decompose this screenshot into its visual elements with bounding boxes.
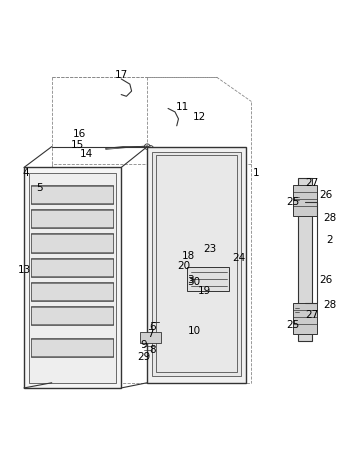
Bar: [298, 178, 312, 341]
Bar: [31, 233, 112, 252]
Text: 11: 11: [175, 102, 189, 112]
Bar: [24, 168, 121, 388]
Text: 19: 19: [198, 286, 211, 296]
Circle shape: [299, 313, 303, 317]
Text: 30: 30: [188, 277, 201, 287]
Bar: [153, 152, 241, 376]
Bar: [140, 333, 161, 343]
Bar: [31, 306, 112, 325]
Text: 25: 25: [286, 197, 300, 207]
Text: 16: 16: [73, 130, 86, 140]
Text: 20: 20: [177, 261, 190, 271]
Text: 1: 1: [253, 168, 260, 178]
Text: 10: 10: [188, 326, 201, 336]
Text: 13: 13: [18, 265, 30, 275]
Text: 27: 27: [306, 178, 319, 188]
Bar: [187, 267, 229, 291]
Text: 18: 18: [182, 251, 196, 261]
Circle shape: [299, 188, 303, 192]
Text: 7: 7: [147, 329, 154, 339]
Circle shape: [146, 145, 148, 148]
Bar: [147, 147, 246, 383]
Text: 24: 24: [233, 253, 246, 263]
Text: 12: 12: [193, 112, 206, 122]
Circle shape: [150, 147, 152, 149]
Text: 14: 14: [80, 149, 93, 159]
Bar: [31, 337, 112, 357]
Bar: [31, 258, 112, 277]
Text: 17: 17: [114, 71, 128, 81]
Text: 26: 26: [320, 190, 332, 200]
Text: 4: 4: [22, 168, 29, 178]
Text: 25: 25: [286, 320, 300, 330]
Bar: [31, 209, 112, 228]
Bar: [29, 173, 116, 383]
Text: 2: 2: [326, 236, 333, 246]
Bar: [293, 185, 317, 216]
Text: 15: 15: [71, 140, 84, 150]
Text: 6: 6: [149, 322, 156, 332]
Text: 27: 27: [306, 310, 319, 320]
Text: 26: 26: [320, 275, 332, 285]
Bar: [31, 185, 112, 204]
Text: 28: 28: [323, 299, 336, 309]
Text: 5: 5: [36, 183, 43, 193]
Text: 3: 3: [187, 275, 194, 285]
Bar: [156, 155, 238, 372]
Text: 28: 28: [323, 213, 336, 223]
Bar: [293, 303, 317, 334]
Bar: [31, 282, 112, 301]
Text: 23: 23: [203, 244, 216, 254]
Text: 8: 8: [149, 345, 156, 355]
Circle shape: [227, 276, 231, 280]
Text: 9: 9: [140, 340, 147, 350]
Text: 29: 29: [137, 352, 150, 361]
